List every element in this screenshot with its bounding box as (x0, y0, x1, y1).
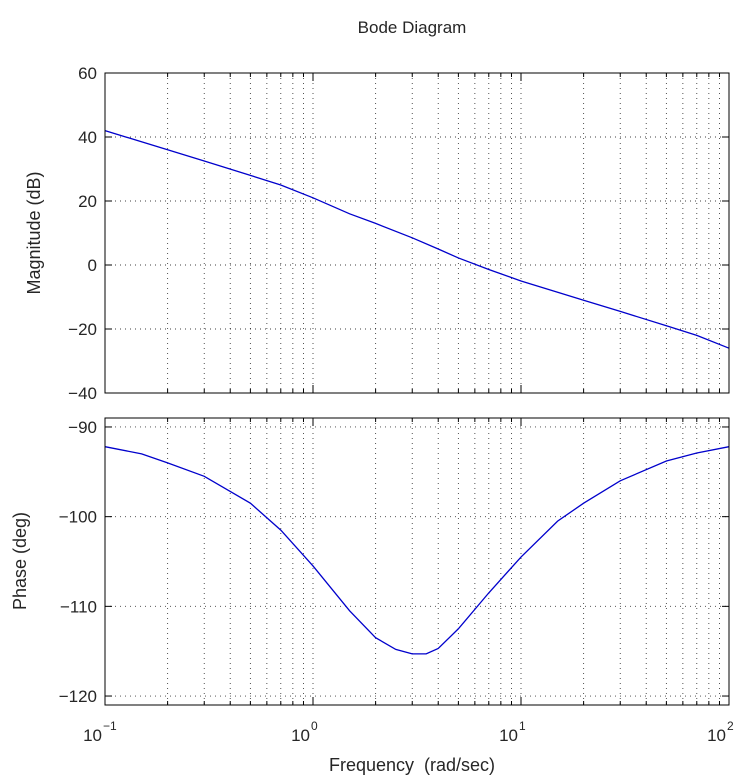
magnitude-ytick-label: −40 (68, 384, 97, 403)
magnitude-ytick-label: 60 (78, 64, 97, 83)
xtick-label-base: 10 (291, 726, 310, 745)
xtick-label-base: 10 (707, 726, 726, 745)
series-lines (104, 129, 730, 655)
frequency-axis-label: Frequency (rad/sec) (329, 755, 495, 775)
xtick-label-exponent: −1 (103, 719, 117, 733)
grid-lines (105, 73, 729, 705)
tick-marks (104, 72, 730, 705)
phase-axes-frame (104, 417, 730, 706)
magnitude-axis-label: Magnitude (dB) (24, 171, 44, 294)
magnitude-ytick-label: 20 (78, 192, 97, 211)
phase-ytick-label: −110 (60, 597, 97, 616)
magnitude-ytick-label: −20 (68, 320, 97, 339)
chart-title: Bode Diagram (358, 18, 467, 37)
phase-curve (104, 446, 730, 655)
xtick-label-exponent: 2 (727, 719, 734, 733)
phase-ytick-label: −100 (59, 508, 97, 527)
phase-ytick-label: −120 (59, 687, 97, 706)
xtick-label-exponent: 0 (311, 719, 318, 733)
phase-ytick-label: −90 (68, 418, 97, 437)
magnitude-ytick-label: 40 (78, 128, 97, 147)
xtick-label-exponent: 1 (519, 719, 526, 733)
xtick-label-base: 10 (499, 726, 518, 745)
magnitude-curve (104, 129, 730, 349)
phase-axis-label: Phase (deg) (10, 512, 30, 610)
magnitude-axes-frame (104, 72, 730, 394)
xtick-label-base: 10 (83, 726, 102, 745)
magnitude-ytick-label: 0 (88, 256, 97, 275)
